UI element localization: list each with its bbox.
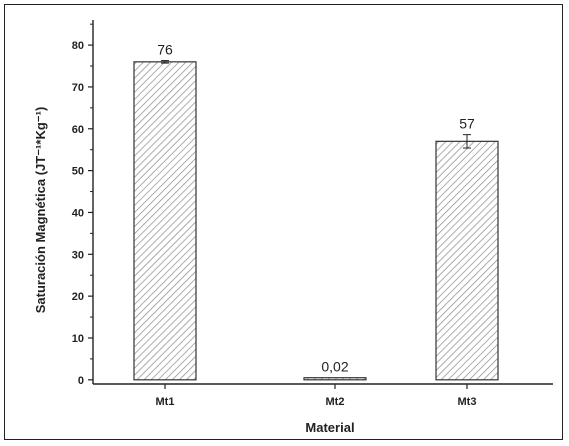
x-tick-label-mt3: Mt3	[458, 396, 477, 408]
bar-mt2	[303, 377, 367, 381]
plot-axes: 0 10 20 30 40 50 60 70 80	[72, 20, 553, 389]
x-tick-label-mt2: Mt2	[326, 396, 345, 408]
y-tick-label: 20	[72, 291, 84, 303]
y-tick-label: 60	[72, 124, 84, 136]
data-label-mt1: 76	[157, 42, 173, 58]
data-label-mt3: 57	[459, 116, 475, 132]
y-tick-label: 80	[72, 40, 84, 52]
bar-mt1	[133, 61, 197, 381]
y-tick-label: 0	[78, 375, 84, 387]
data-label-mt2: 0,02	[321, 359, 348, 375]
y-tick-label: 40	[72, 207, 84, 219]
labels-group: Mt1 76 Mt2 0,02 Mt3 57	[156, 42, 477, 408]
y-tick-label: 70	[72, 82, 84, 94]
bars-group	[133, 60, 499, 381]
y-tick-label: 30	[72, 249, 84, 261]
x-tick-label-mt1: Mt1	[156, 396, 175, 408]
y-axis-label: Saturación Magnética (JT⁻¹*Kg⁻¹)	[33, 107, 48, 314]
y-tick-label: 10	[72, 333, 84, 345]
y-tick-label: 50	[72, 166, 84, 178]
x-axis-label: Material	[305, 420, 354, 435]
bar-mt3	[435, 140, 499, 381]
